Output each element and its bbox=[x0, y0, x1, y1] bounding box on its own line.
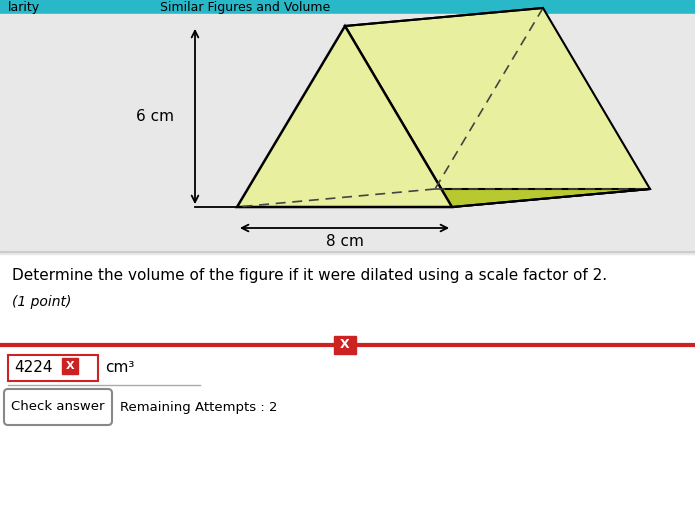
Bar bbox=[0, 0, 695, 14]
Text: X: X bbox=[66, 361, 74, 371]
FancyBboxPatch shape bbox=[4, 389, 112, 425]
Polygon shape bbox=[345, 8, 650, 207]
Polygon shape bbox=[237, 189, 650, 207]
Bar bbox=[0, 352, 695, 387]
Text: X: X bbox=[340, 338, 350, 352]
Bar bbox=[0, 14, 695, 254]
Text: (1 point): (1 point) bbox=[12, 295, 72, 309]
Text: Check answer: Check answer bbox=[11, 401, 105, 413]
Text: 4224: 4224 bbox=[14, 360, 53, 376]
Text: 6 cm: 6 cm bbox=[136, 109, 174, 124]
Bar bbox=[62, 358, 78, 374]
Text: cm³: cm³ bbox=[105, 360, 134, 376]
Text: Determine the volume of the figure if it were dilated using a scale factor of 2.: Determine the volume of the figure if it… bbox=[12, 268, 607, 283]
Text: Similar Figures and Volume: Similar Figures and Volume bbox=[160, 1, 330, 13]
Text: larity: larity bbox=[8, 1, 40, 13]
Text: 8 cm: 8 cm bbox=[325, 235, 363, 249]
Polygon shape bbox=[237, 26, 452, 207]
Text: Remaining Attempts : 2: Remaining Attempts : 2 bbox=[120, 401, 277, 413]
Bar bbox=[8, 355, 98, 381]
Bar bbox=[334, 336, 356, 354]
